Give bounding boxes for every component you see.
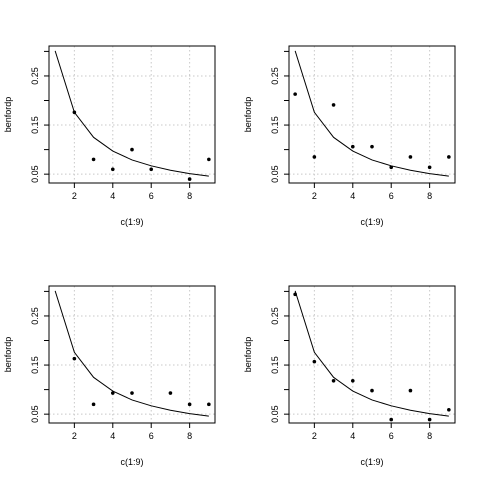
data-point [427,165,432,170]
data-point [370,388,374,393]
data-point [331,103,336,107]
data-point [207,157,211,162]
x-tick-label: 2 [312,191,317,201]
data-point [72,110,77,115]
plot-frame [48,45,216,184]
x-tick-label: 4 [110,431,115,441]
x-axis-title: c(1:9) [360,217,383,227]
x-tick-label: 4 [110,191,115,201]
plot-frame [48,285,216,424]
x-tick-label: 4 [350,431,355,441]
x-tick-label: 6 [149,431,154,441]
y-tick-label: 0.25 [30,307,40,325]
y-tick-label: 0.15 [30,356,40,374]
plot-panel-4: 2 4 6 8 0.05 0.15 0.25 c(1:9) benfordp [243,285,456,467]
x-tick-label: 8 [187,431,192,441]
data-point [168,391,173,395]
y-tick-label: 0.05 [30,405,40,423]
data-point [447,407,451,412]
data-point [350,378,355,383]
data-point [293,92,297,96]
y-tick-label: 0.25 [270,67,280,85]
data-point [408,155,413,159]
plot-panel-3: 2 4 6 8 0.05 0.15 0.25 c(1:9) benfordp [3,285,216,467]
data-point [312,359,317,364]
x-axis-title: c(1:9) [120,457,143,467]
y-tick-label: 0.05 [270,405,280,423]
data-point [187,177,192,181]
plot-panel-1: 2 4 6 8 0.05 0.15 0.25 c(1:9) benfordp [3,45,216,227]
data-point [130,147,134,152]
data-point [72,356,77,361]
y-axis-title: benfordp [3,337,13,373]
y-tick-label: 0.15 [270,356,280,374]
data-point [447,155,451,159]
x-tick-label: 2 [72,431,77,441]
plot-frame [288,285,456,424]
data-point [110,391,115,395]
x-tick-label: 4 [350,191,355,201]
plot-panel-2: 2 4 6 8 0.05 0.15 0.25 c(1:9) benfordp [243,45,456,227]
x-axis-title: c(1:9) [360,457,383,467]
x-tick-label: 8 [187,191,192,201]
x-tick-label: 2 [72,191,77,201]
y-tick-label: 0.15 [30,116,40,134]
data-point [187,402,192,407]
y-tick-label: 0.05 [30,165,40,183]
x-tick-label: 6 [389,191,394,201]
y-tick-label: 0.25 [270,307,280,325]
data-point [149,167,154,172]
data-point [91,157,96,162]
data-point [427,417,432,422]
x-tick-label: 8 [427,191,432,201]
data-point [389,165,394,170]
data-point [110,167,115,172]
x-tick-label: 2 [312,431,317,441]
data-point [207,402,211,407]
x-axis-title: c(1:9) [120,217,143,227]
benford-curve-line [54,290,209,417]
data-point [370,144,374,149]
data-point [408,388,413,393]
y-axis-title: benfordp [243,97,253,133]
data-point [312,155,317,159]
y-axis-title: benfordp [243,337,253,373]
plot-frame [288,45,456,184]
x-tick-label: 6 [149,191,154,201]
y-axis-title: benfordp [3,97,13,133]
x-tick-label: 8 [427,431,432,441]
data-point [350,144,355,149]
data-point [389,417,394,422]
benford-curve-line [294,50,449,177]
benford-curve-line [54,50,209,177]
data-point [130,391,134,395]
data-point [91,402,96,407]
x-tick-label: 6 [389,431,394,441]
data-point [293,292,297,297]
benford-curve-line [294,290,449,417]
data-point [331,378,336,383]
y-tick-label: 0.05 [270,165,280,183]
y-tick-label: 0.25 [30,67,40,85]
y-tick-label: 0.15 [270,116,280,134]
